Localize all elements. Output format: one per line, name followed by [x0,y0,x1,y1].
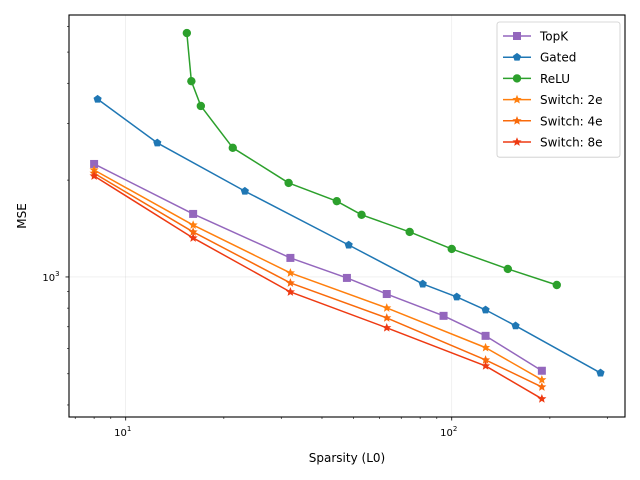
data-point [188,233,198,242]
data-point [405,227,414,237]
legend-item: Switch: 2e [503,93,603,107]
series-topk [90,159,546,375]
legend-label: Switch: 2e [540,93,603,107]
legend-box [496,21,621,158]
legend-label: Switch: 8e [540,136,603,150]
data-point [481,305,490,314]
data-point [344,240,353,249]
data-point [382,322,392,332]
legend-item: ReLU [503,72,570,86]
data-point [447,244,456,254]
data-point [240,186,249,195]
y-tick-label: 103 [42,270,59,284]
data-point [481,355,491,364]
legend-label: TopK [539,30,569,44]
legend-item: Gated [503,51,576,65]
data-point [342,273,351,282]
data-point [188,227,198,236]
data-point [285,268,295,277]
legend-marker [512,52,522,61]
data-point [382,290,391,299]
data-point [481,342,491,352]
legend-item: Switch: 4e [503,114,603,128]
data-point [537,374,547,384]
legend-label: ReLU [540,72,570,86]
data-point [503,264,513,274]
data-point [182,28,192,38]
series-line [93,163,543,372]
axis-ticks: 101 102 103 [42,26,608,439]
data-point [285,287,295,296]
y-axis-label: MSE [15,203,29,229]
data-point [187,76,196,86]
data-point [228,143,237,153]
data-point [537,382,547,391]
x-tick-label: 101 [114,425,131,439]
legend-item: Switch: 8e [503,136,603,150]
legend-label: Gated [540,51,576,65]
data-point [332,196,341,206]
data-point [357,210,366,220]
data-point [481,331,490,340]
data-point [382,313,392,322]
legend-label: Switch: 4e [540,114,603,128]
data-point [189,209,198,218]
data-point [511,321,520,330]
x-tick-label: 102 [440,425,457,439]
data-point [596,368,605,377]
data-point [90,159,99,168]
data-point [284,178,293,188]
series-line [93,175,543,400]
plot-frame [68,14,626,418]
data-point [537,366,546,375]
data-point [481,361,491,370]
series-line [93,169,543,381]
data-point [418,279,427,288]
data-point [537,394,547,403]
legend-marker [512,94,522,104]
data-point [153,138,162,147]
legend-marker [512,137,522,146]
series-gated [93,94,605,377]
legend-item: TopK [503,30,569,44]
x-axis-label: Sparsity (L0) [309,451,385,465]
series-switch-2e [89,165,547,384]
series-switch-8e [89,171,547,403]
data-point [382,303,392,312]
data-point [452,292,461,301]
data-point [285,278,295,287]
series-switch-4e [89,168,547,391]
legend-marker [512,74,522,83]
data-point [93,94,102,103]
data-point [286,253,295,262]
series-line [93,172,543,388]
data-point [439,311,448,320]
legend: TopK Gated ReLU Switch: 2e Switch: 4e Switch:… [496,21,621,158]
data-point [196,101,206,111]
series-layer [89,28,605,403]
legend-marker [512,116,522,125]
series-relu [182,28,561,290]
legend-marker [513,32,521,40]
data-point [188,220,198,229]
data-point [89,171,99,180]
data-point [552,280,561,290]
